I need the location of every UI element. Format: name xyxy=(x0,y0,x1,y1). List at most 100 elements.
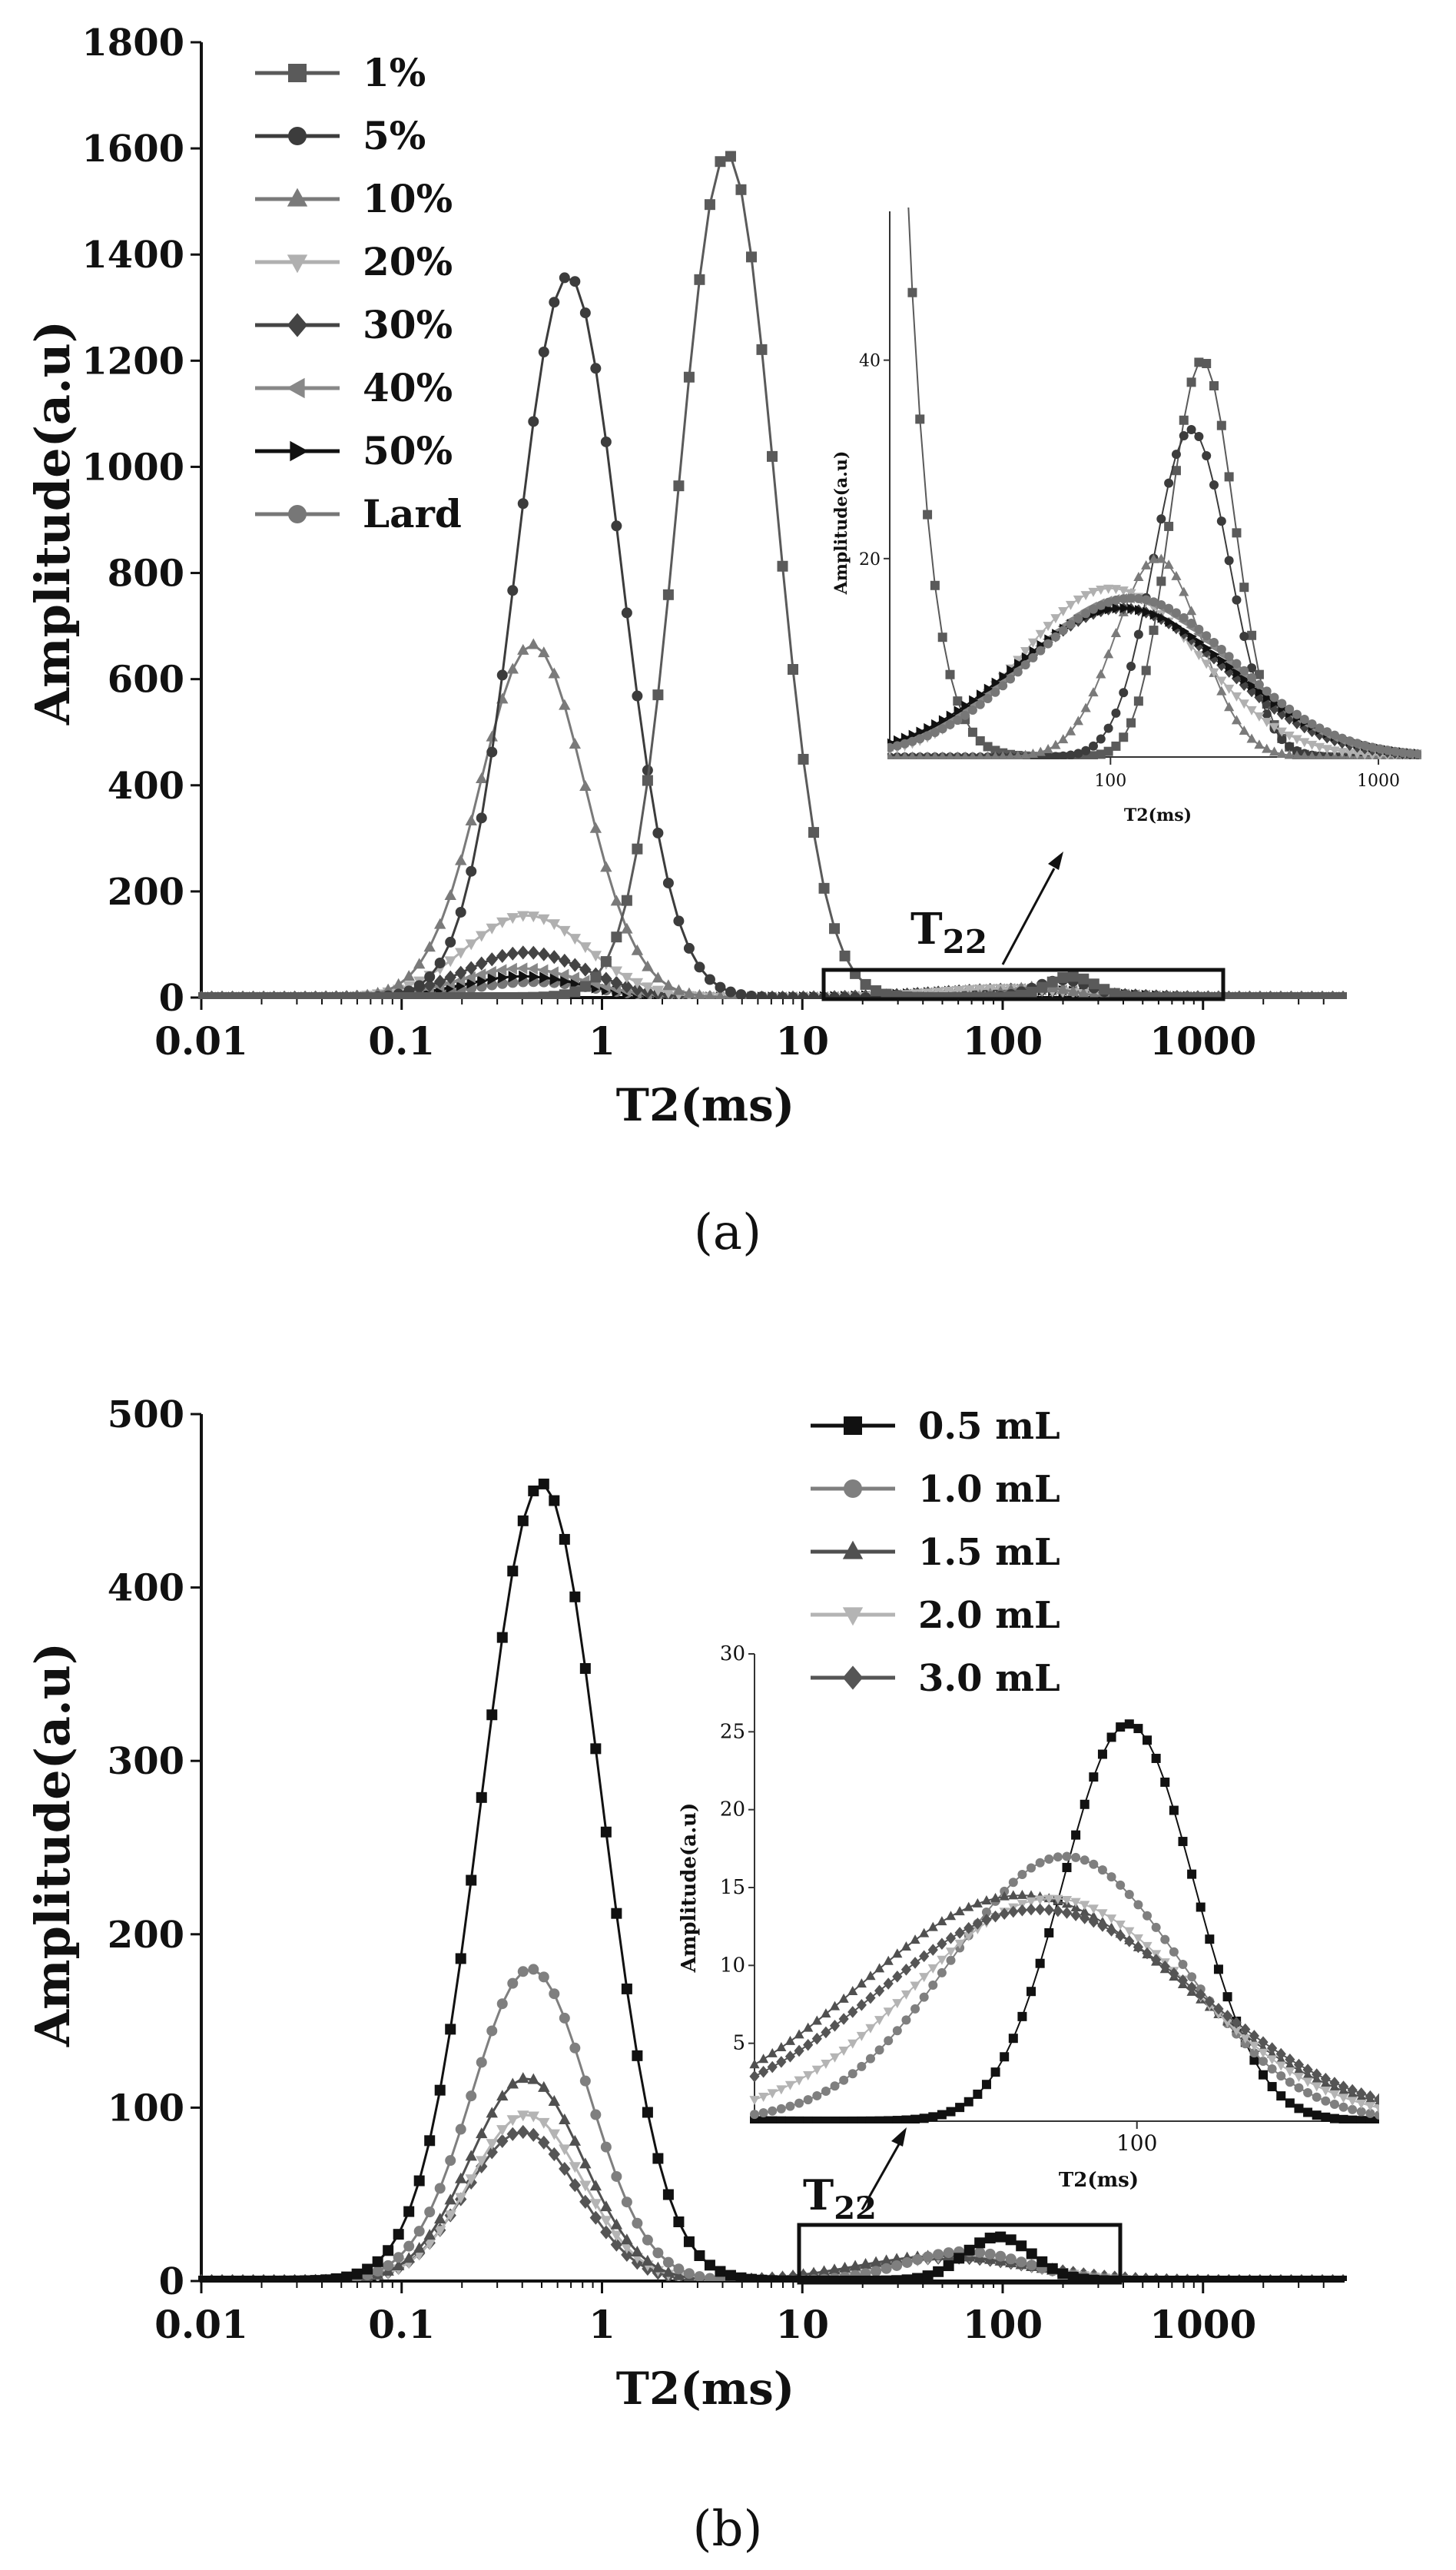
inset-data-point xyxy=(758,2054,769,2064)
data-point xyxy=(424,2206,436,2218)
data-point xyxy=(683,2268,695,2279)
data-point xyxy=(881,2275,892,2281)
data-point xyxy=(496,1632,508,1643)
inset-data-point xyxy=(1314,728,1325,741)
legend-label: Lard xyxy=(363,491,462,536)
x-axis-label-a: T2(ms) xyxy=(616,1079,794,1131)
data-point xyxy=(662,988,675,999)
data-point xyxy=(1016,989,1027,999)
inset-data-point xyxy=(1061,1907,1073,1919)
inset-data-point xyxy=(1205,1934,1215,1944)
data-point xyxy=(808,827,820,838)
data-point xyxy=(808,2266,820,2278)
data-point xyxy=(860,2275,871,2281)
inset-data-point xyxy=(1124,1719,1134,1729)
inset-data-point xyxy=(1359,750,1370,759)
data-point xyxy=(933,991,944,999)
data-point xyxy=(891,2260,903,2271)
inset-data-point xyxy=(1312,2068,1322,2080)
data-point xyxy=(569,934,582,945)
data-point xyxy=(455,1953,466,1964)
data-point xyxy=(1036,981,1048,993)
inset-data-point xyxy=(953,696,963,706)
inset-data-point xyxy=(1216,676,1227,686)
data-point xyxy=(538,646,550,658)
data-point xyxy=(1067,2271,1079,2281)
data-point xyxy=(725,986,736,998)
data-point xyxy=(549,1495,560,1506)
data-point xyxy=(506,2077,519,2089)
data-point xyxy=(579,2075,591,2087)
inset-data-point xyxy=(1216,420,1226,430)
data-point xyxy=(963,2244,975,2256)
data-point xyxy=(465,961,477,975)
inset-data-point xyxy=(1232,659,1242,669)
data-point xyxy=(558,968,569,981)
inset-data-point xyxy=(1026,1897,1036,1907)
inset-a: 20 40 100 1000 T2(ms) Amplitude(a.u) xyxy=(831,208,1421,825)
data-point xyxy=(621,972,633,984)
inset-data-point xyxy=(1089,1772,1099,1782)
legend-item: 5% xyxy=(255,113,426,158)
inset-data-point xyxy=(874,2045,884,2055)
inset-data-point xyxy=(1193,651,1204,661)
legend-item: Lard xyxy=(255,491,462,536)
inset-data-point xyxy=(1065,600,1076,610)
data-point xyxy=(735,184,747,195)
inset-data-point xyxy=(776,2056,787,2068)
data-point xyxy=(1099,2275,1110,2281)
data-point xyxy=(486,952,498,967)
data-point xyxy=(662,2256,674,2268)
inset-data-point xyxy=(1124,1935,1135,1947)
data-point xyxy=(507,991,519,999)
inset-data-point xyxy=(1285,742,1295,752)
t22-arrow-a xyxy=(1001,868,1056,965)
inset-data-point xyxy=(1356,2107,1366,2117)
inset-data-point xyxy=(812,2116,822,2123)
data-point xyxy=(258,2275,270,2281)
inset-data-point xyxy=(1020,660,1030,670)
inset-data-point xyxy=(990,751,1000,759)
inset-data-point xyxy=(946,1955,956,1965)
inset-data-point xyxy=(998,751,1008,759)
inset-data-point xyxy=(1322,751,1332,759)
inset-data-point xyxy=(1103,746,1113,756)
data-point xyxy=(662,979,675,991)
inset-data-point xyxy=(1062,1862,1072,1872)
data-point xyxy=(569,986,581,998)
data-point xyxy=(610,2237,623,2252)
data-point xyxy=(1005,2253,1017,2265)
inset-data-point xyxy=(1119,732,1129,742)
data-point xyxy=(559,699,571,710)
inset-data-point xyxy=(983,693,993,703)
inset-data-point xyxy=(1293,2058,1305,2071)
inset-data-point xyxy=(887,742,894,752)
inset-data-point xyxy=(919,1950,930,1963)
data-point xyxy=(300,2275,311,2281)
data-point xyxy=(392,978,405,989)
inset-data-point xyxy=(1116,1880,1126,1890)
data-point xyxy=(392,2260,405,2271)
inset-data-point xyxy=(900,1963,912,1976)
data-point xyxy=(600,2141,612,2153)
inset-data-point xyxy=(1302,2064,1313,2076)
data-point xyxy=(549,1988,560,2000)
inset-data-point xyxy=(1222,2018,1233,2028)
data-point xyxy=(529,971,540,983)
inset-data-point xyxy=(1293,2073,1305,2083)
inset-data-point xyxy=(1035,1895,1046,1905)
data-point xyxy=(632,2050,643,2061)
inset-data-point xyxy=(1172,621,1182,632)
data-point xyxy=(777,560,788,572)
data-point xyxy=(579,307,591,319)
data-point xyxy=(652,827,664,838)
inset-data-point xyxy=(1066,750,1076,759)
data-point xyxy=(198,2276,207,2281)
inset-data-point xyxy=(1088,1915,1099,1928)
data-point xyxy=(672,984,685,995)
legend-item: 1% xyxy=(255,50,426,95)
data-point xyxy=(922,2270,934,2281)
data-point xyxy=(922,2251,934,2263)
legend-marker xyxy=(288,505,307,523)
